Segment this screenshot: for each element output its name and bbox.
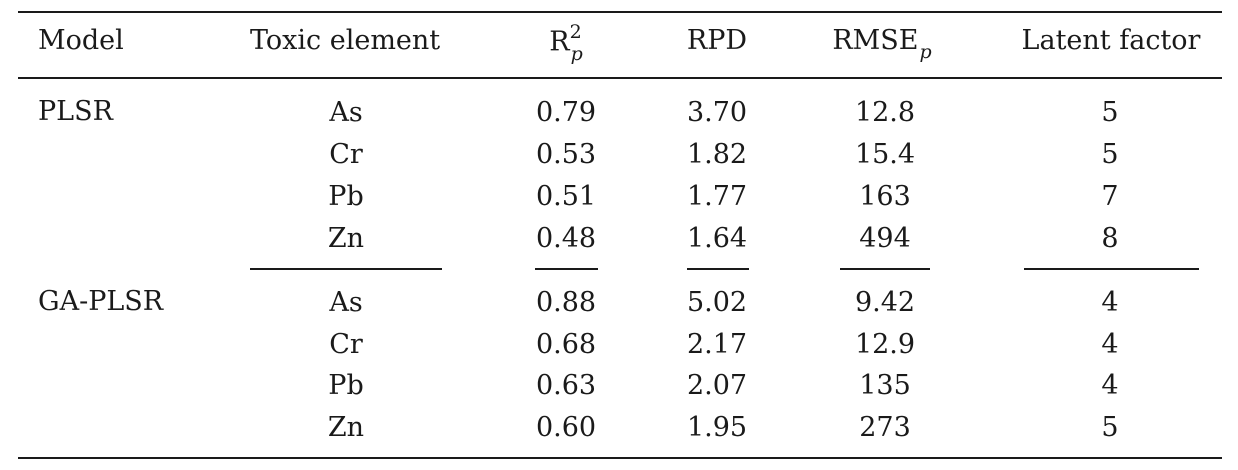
cell-rmsep: 273 [859,412,911,443]
cell-element: As [329,287,363,318]
group-separator-element [250,268,442,270]
cell-r2p: 0.63 [535,370,597,401]
cell-element: As [329,97,363,128]
header-r2p-sub: p [570,43,583,65]
cell-rpd: 1.77 [686,181,748,212]
cell-latent: 4 [1101,329,1119,360]
cell-rpd: 1.82 [686,139,748,170]
cell-latent: 7 [1101,181,1119,212]
cell-rpd: 2.17 [686,329,748,360]
top-rule [18,11,1222,13]
bottom-rule [18,457,1222,459]
header-rule [18,77,1222,79]
group-model-label: GA-PLSR [38,286,164,317]
cell-latent: 8 [1101,223,1119,254]
cell-rpd: 1.64 [686,223,748,254]
cell-rpd: 2.07 [686,370,748,401]
cell-latent: 5 [1101,97,1119,128]
cell-r2p: 0.79 [535,97,597,128]
group-separator-latent [1024,268,1199,270]
cell-element: Cr [329,139,363,170]
cell-rmsep: 12.9 [854,329,916,360]
cell-rmsep: 9.42 [854,287,916,318]
cell-rmsep: 12.8 [854,97,916,128]
cell-r2p: 0.48 [535,223,597,254]
group-separator-rpd [687,268,749,270]
cell-element: Cr [329,329,363,360]
header-toxic-element: Toxic element [250,25,441,56]
cell-latent: 5 [1101,412,1119,443]
header-model: Model [38,25,124,56]
cell-r2p: 0.88 [535,287,597,318]
cell-latent: 4 [1101,287,1119,318]
group-model-label: PLSR [38,96,113,127]
group-separator-r2p [535,268,598,270]
header-rpd: RPD [686,25,748,56]
cell-rpd: 5.02 [686,287,748,318]
header-r2p-sup: 2 [569,21,582,43]
cell-rmsep: 494 [859,223,911,254]
cell-r2p: 0.68 [535,329,597,360]
cell-element: Pb [328,370,364,401]
cell-latent: 5 [1101,139,1119,170]
header-r2p-base: R [549,26,570,58]
cell-r2p: 0.60 [535,412,597,443]
header-rmsep-sub: p [919,41,932,63]
cell-rpd: 3.70 [686,97,748,128]
header-rmsep-base: RMSE [832,25,919,56]
cell-rmsep: 163 [859,181,911,212]
group-separator-rmsep [840,268,930,270]
cell-rpd: 1.95 [686,412,748,443]
header-latent-factor: Latent factor [1021,25,1201,56]
cell-element: Zn [327,412,365,443]
cell-r2p: 0.53 [535,139,597,170]
cell-latent: 4 [1101,370,1119,401]
cell-rmsep: 135 [859,370,911,401]
cell-element: Pb [328,181,364,212]
cell-element: Zn [327,223,365,254]
cell-r2p: 0.51 [535,181,597,212]
header-rmsep: RMSEp [832,25,931,63]
cell-rmsep: 15.4 [854,139,916,170]
